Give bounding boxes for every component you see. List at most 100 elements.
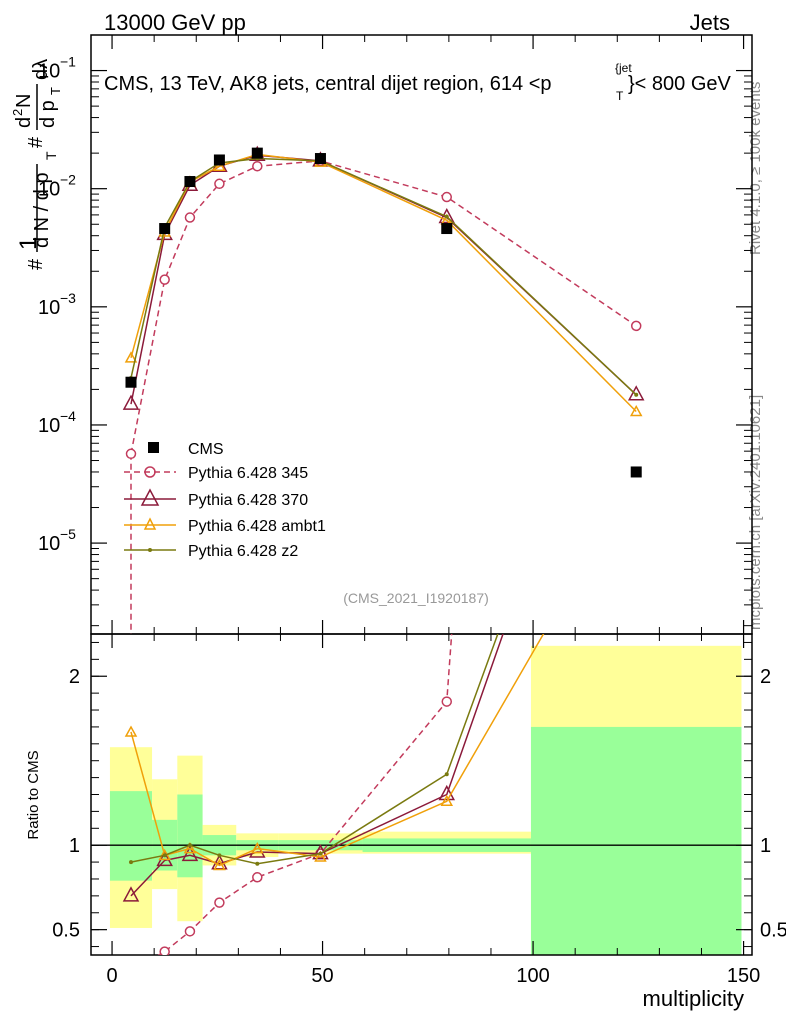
ratio-y-tick-label: 2: [69, 666, 80, 688]
chart-title-subscript: T: [616, 89, 624, 103]
ratio-point-pythia-6-428-370: [438, 784, 456, 801]
line-pythia-6-428-z2: [130, 157, 637, 396]
point-cms: [630, 466, 642, 478]
y-tick-label: 10: [38, 415, 60, 437]
point-cms: [184, 176, 196, 188]
ratio-point-pythia-6-428-z2: [217, 853, 222, 858]
legend-item-pythia-z2: Pythia 6.428 z2: [124, 543, 298, 560]
chart-title: CMS, 13 TeV, AK8 jets, central dijet reg…: [104, 61, 732, 103]
ratio-point-pythia-6-428-ambt1: [314, 850, 327, 862]
ratio-point-pythia-6-428-z2: [318, 851, 323, 856]
ratio-point-pythia-6-428-ambt1: [183, 842, 197, 854]
ratio-point-pythia-6-428-345: [441, 696, 453, 707]
inner-band-bin-2: [177, 794, 203, 878]
x-axis-title: multiplicity: [643, 986, 744, 1011]
ratio-y-tick-label-right: 2: [760, 666, 771, 688]
header-energy-label: 13000 GeV pp: [104, 10, 246, 35]
legend-item-cms: CMS: [148, 441, 224, 458]
svg-text:T: T: [48, 87, 63, 95]
main-series-layer: [122, 145, 645, 634]
ratio-point-pythia-6-428-345: [184, 926, 196, 937]
svg-text:#: #: [25, 258, 47, 270]
point-pythia-6-428-370: [122, 394, 140, 410]
point-pythia-6-428-370: [627, 385, 645, 401]
ratio-point-pythia-6-428-ambt1: [213, 858, 226, 871]
ratio-y-tick-label-right: 1: [760, 835, 771, 857]
ratio-line-pythia-6-428-z2: [130, 634, 499, 865]
ratio-point-pythia-6-428-345: [252, 872, 263, 883]
y-tick-label: 10: [38, 179, 60, 201]
y-tick-label: 10: [38, 297, 60, 319]
point-pythia-6-428-345: [252, 160, 263, 172]
svg-text:T: T: [43, 151, 59, 160]
y-tick-exponent: −1: [60, 54, 76, 70]
analysis-id-label: (CMS_2021_I1920187): [343, 590, 489, 606]
x-tick-label: 150: [727, 965, 760, 987]
y-tick-exponent: −5: [60, 526, 76, 542]
point-cms: [441, 223, 453, 235]
point-pythia-6-428-345: [630, 320, 642, 332]
ratio-y-tick-label: 1: [69, 835, 80, 857]
svg-text:dλ: dλ: [30, 59, 52, 80]
svg-text:d p: d p: [37, 100, 59, 128]
ratio-point-pythia-6-428-z2: [444, 772, 449, 777]
legend-marker-pythia-345: [144, 466, 156, 478]
ratio-point-pythia-6-428-z2: [128, 860, 133, 865]
ratio-point-pythia-6-428-z2: [255, 861, 260, 866]
ratio-point-pythia-6-428-345: [126, 967, 135, 976]
x-tick-label: 100: [516, 965, 549, 987]
legend-item-pythia-370: Pythia 6.428 370: [124, 488, 308, 509]
point-pythia-6-428-ambt1: [124, 351, 138, 363]
x-tick-label: 50: [311, 965, 333, 987]
ratio-point-pythia-6-428-ambt1: [440, 794, 454, 807]
legend: CMS Pythia 6.428 345 Pythia 6.428 370 Py…: [124, 441, 326, 560]
point-cms: [213, 154, 225, 166]
chart-title-superscript: {jet: [615, 61, 632, 75]
legend-marker-pythia-z2: [148, 548, 152, 552]
y-tick-exponent: −3: [60, 290, 76, 306]
point-pythia-6-428-ambt1: [629, 404, 643, 417]
line-pythia-6-428-ambt1: [130, 153, 637, 413]
ratio-point-pythia-6-428-345: [159, 946, 170, 955]
ratio-point-pythia-6-428-ambt1: [124, 725, 138, 737]
legend-label-pythia-ambt1: Pythia 6.428 ambt1: [188, 518, 326, 535]
svg-text:1: 1: [15, 237, 42, 250]
legend-item-pythia-ambt1: Pythia 6.428 ambt1: [124, 517, 326, 535]
chart-title-end: }< 800 GeV: [628, 73, 732, 95]
main-y-axis-title: # 1 d N / d p T # d 2 N d p T dλ: [10, 59, 63, 270]
point-pythia-6-428-345: [184, 212, 196, 223]
ratio-point-pythia-6-428-370: [181, 845, 199, 862]
point-pythia-6-428-345: [159, 274, 170, 285]
ratio-point-pythia-6-428-370: [122, 886, 140, 902]
point-pythia-6-428-z2: [634, 392, 639, 397]
point-pythia-6-428-370: [438, 207, 456, 224]
ratio-point-pythia-6-428-345: [214, 897, 225, 908]
y-tick-exponent: −2: [60, 172, 76, 188]
legend-label-cms: CMS: [188, 441, 224, 458]
x-tick-label: 0: [106, 965, 117, 987]
legend-marker-pythia-ambt1: [143, 517, 157, 530]
svg-text:d: d: [13, 117, 35, 128]
point-cms: [251, 147, 263, 159]
point-pythia-6-428-345: [125, 448, 137, 460]
ratio-point-pythia-6-428-z2: [187, 843, 192, 848]
line-pythia-6-428-345: [130, 160, 637, 454]
point-pythia-6-428-ambt1: [213, 159, 226, 171]
ratio-point-pythia-6-428-ambt1: [251, 842, 264, 854]
point-pythia-6-428-z2: [444, 214, 449, 219]
y-tick-label: 10: [38, 533, 60, 555]
legend-marker-cms: [148, 442, 159, 453]
ratio-uncertainty-bands: [109, 645, 742, 955]
line-pythia-6-428-370: [130, 154, 637, 405]
legend-label-pythia-z2: Pythia 6.428 z2: [188, 543, 298, 560]
svg-text:N: N: [13, 94, 35, 108]
point-cms: [125, 376, 137, 388]
ratio-series-layer: [122, 634, 545, 976]
ratio-y-axis-title: Ratio to CMS: [25, 750, 42, 839]
header-category-label: Jets: [690, 10, 730, 35]
point-pythia-6-428-345: [214, 178, 225, 190]
rivet-version-label: Rivet 4.1.0, ≥ 100k events: [747, 82, 764, 255]
y-tick-exponent: −4: [60, 408, 76, 424]
